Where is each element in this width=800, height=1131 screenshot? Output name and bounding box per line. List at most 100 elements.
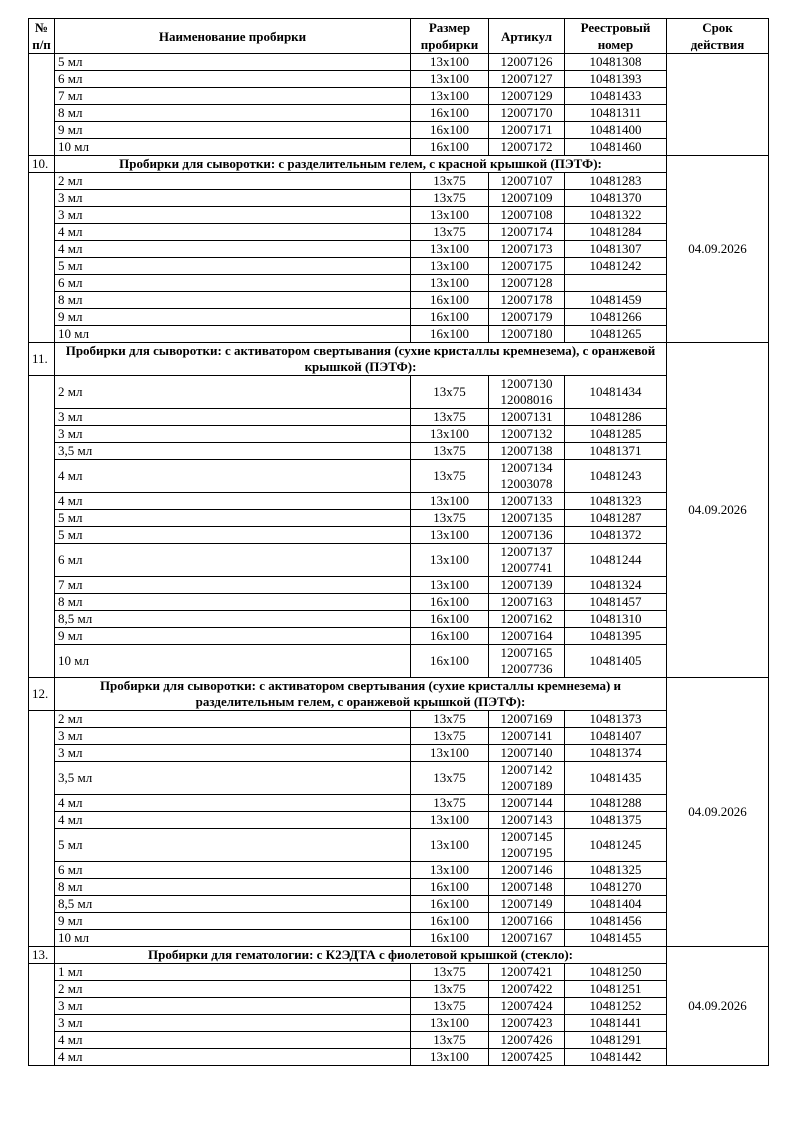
tube-name: 4 мл bbox=[54, 794, 411, 812]
article-cell: 12007178 bbox=[488, 291, 565, 309]
article: 12007138 bbox=[500, 443, 553, 458]
article-cell: 12007133 bbox=[488, 492, 565, 510]
tube-row: 3 мл 13x75 12007424 10481252 bbox=[29, 997, 769, 1015]
article-cell: 12007130 12008016 bbox=[488, 375, 565, 409]
article-cell: 12007149 bbox=[488, 895, 565, 913]
tube-name: 6 мл bbox=[54, 543, 411, 577]
tube-name: 3 мл bbox=[54, 206, 411, 224]
validity-date: 04.09.2026 bbox=[666, 342, 769, 678]
article-cell: 12007126 bbox=[488, 53, 565, 71]
tube-size: 13x75 bbox=[410, 408, 489, 426]
tube-name: 5 мл bbox=[54, 257, 411, 275]
tube-size: 13x100 bbox=[410, 274, 489, 292]
section-row: 12. Пробирки для сыворотки: с активатором… bbox=[28, 677, 769, 947]
tube-row: 8 мл 16x100 12007148 10481270 bbox=[29, 878, 769, 896]
tube-name: 6 мл bbox=[54, 70, 411, 88]
article: 12007131 bbox=[500, 409, 553, 424]
article: 12007426 bbox=[500, 1032, 553, 1047]
tube-name: 4 мл bbox=[54, 240, 411, 258]
tube-size: 16x100 bbox=[410, 138, 489, 156]
tube-row: 3 мл 13x100 12007140 10481374 bbox=[29, 744, 769, 762]
tube-row: 7 мл 13x100 12007129 10481433 bbox=[29, 87, 769, 105]
article-cell: 12007140 bbox=[488, 744, 565, 762]
section-title: Пробирки для сыворотки: с активатором св… bbox=[54, 677, 667, 711]
tube-size: 13x75 bbox=[410, 997, 489, 1015]
registry-number: 10481324 bbox=[564, 576, 667, 594]
tube-row: 3 мл 13x100 12007108 10481322 bbox=[29, 206, 769, 224]
article-cell: 12007137 12007741 bbox=[488, 543, 565, 577]
tube-size: 13x75 bbox=[410, 442, 489, 460]
article-cell: 12007109 bbox=[488, 189, 565, 207]
article: 12007130 bbox=[500, 376, 553, 391]
num-cell bbox=[28, 53, 55, 156]
section-title: Пробирки для сыворотки: с разделительным… bbox=[54, 155, 667, 173]
article: 12007163 bbox=[500, 594, 553, 609]
article-cell: 12007134 12003078 bbox=[488, 459, 565, 493]
tube-size: 13x75 bbox=[410, 375, 489, 409]
registry-number: 10481311 bbox=[564, 104, 667, 122]
tube-name: 8 мл bbox=[54, 291, 411, 309]
tube-size: 13x75 bbox=[410, 794, 489, 812]
tube-name: 8 мл bbox=[54, 878, 411, 896]
section-row: 10. Пробирки для сыворотки: с разделитель… bbox=[28, 155, 769, 343]
registry-number bbox=[564, 274, 667, 292]
tube-name: 8,5 мл bbox=[54, 610, 411, 628]
registry-number: 10481457 bbox=[564, 593, 667, 611]
tube-name: 2 мл bbox=[54, 710, 411, 728]
header-text: № bbox=[34, 20, 49, 35]
tube-size: 16x100 bbox=[410, 308, 489, 326]
tube-row: 8 мл 16x100 12007163 10481457 bbox=[29, 593, 769, 611]
registry-number: 10481270 bbox=[564, 878, 667, 896]
tube-name: 3 мл bbox=[54, 727, 411, 745]
section-title: Пробирки для сыворотки: с активатором св… bbox=[54, 342, 667, 376]
tube-size: 13x75 bbox=[410, 710, 489, 728]
tube-name: 1 мл bbox=[54, 963, 411, 981]
tube-row: 2 мл 13x75 12007130 12008016 10481434 bbox=[28, 375, 769, 678]
tube-name: 7 мл bbox=[54, 87, 411, 105]
registry-number: 10481460 bbox=[564, 138, 667, 156]
tube-name: 9 мл bbox=[54, 912, 411, 930]
tube-name: 10 мл bbox=[54, 644, 411, 678]
tube-row: 6 мл 13x100 12007127 10481393 bbox=[29, 70, 769, 88]
tube-size: 16x100 bbox=[410, 644, 489, 678]
registry-number: 10481286 bbox=[564, 408, 667, 426]
article: 12007179 bbox=[500, 309, 553, 324]
article: 12007133 bbox=[500, 493, 553, 508]
registry-number: 10481288 bbox=[564, 794, 667, 812]
article: 12007741 bbox=[500, 560, 553, 575]
tube-name: 5 мл bbox=[54, 53, 411, 71]
tube-size: 13x75 bbox=[410, 459, 489, 493]
header-size: Размер пробирки bbox=[410, 18, 489, 54]
registry-number: 10481407 bbox=[564, 727, 667, 745]
registry-number: 10481433 bbox=[564, 87, 667, 105]
num-cell bbox=[28, 710, 55, 947]
article: 12007143 bbox=[500, 812, 553, 827]
article: 12007109 bbox=[500, 190, 553, 205]
tube-row: 8 мл 16x100 12007178 10481459 bbox=[29, 291, 769, 309]
registry-number: 10481393 bbox=[564, 70, 667, 88]
article: 12007149 bbox=[500, 896, 553, 911]
validity-cell bbox=[666, 53, 769, 156]
tube-name: 6 мл bbox=[54, 861, 411, 879]
tube-row: 4 мл 13x100 12007173 10481307 bbox=[29, 240, 769, 258]
registry-number: 10481374 bbox=[564, 744, 667, 762]
tube-row: 3 мл 13x100 12007132 10481285 bbox=[29, 425, 769, 443]
article-cell: 12007163 bbox=[488, 593, 565, 611]
article: 12007136 bbox=[500, 527, 553, 542]
registry-number: 10481242 bbox=[564, 257, 667, 275]
article: 12007424 bbox=[500, 998, 553, 1013]
tube-name: 5 мл bbox=[54, 828, 411, 862]
header-text: пробирки bbox=[420, 37, 479, 52]
tube-row: 9 мл 16x100 12007164 10481395 bbox=[29, 627, 769, 645]
tube-row: 3,5 мл 13x75 12007142 12007189 10481435 bbox=[29, 761, 769, 795]
tube-size: 13x100 bbox=[410, 206, 489, 224]
article-cell: 12007136 bbox=[488, 526, 565, 544]
article: 12007195 bbox=[500, 845, 553, 860]
tube-name: 3 мл bbox=[54, 425, 411, 443]
article: 12007164 bbox=[500, 628, 553, 643]
tube-name: 2 мл bbox=[54, 375, 411, 409]
tube-name: 6 мл bbox=[54, 274, 411, 292]
tube-name: 3 мл bbox=[54, 744, 411, 762]
article-cell: 12007423 bbox=[488, 1014, 565, 1032]
article: 12007129 bbox=[500, 88, 553, 103]
